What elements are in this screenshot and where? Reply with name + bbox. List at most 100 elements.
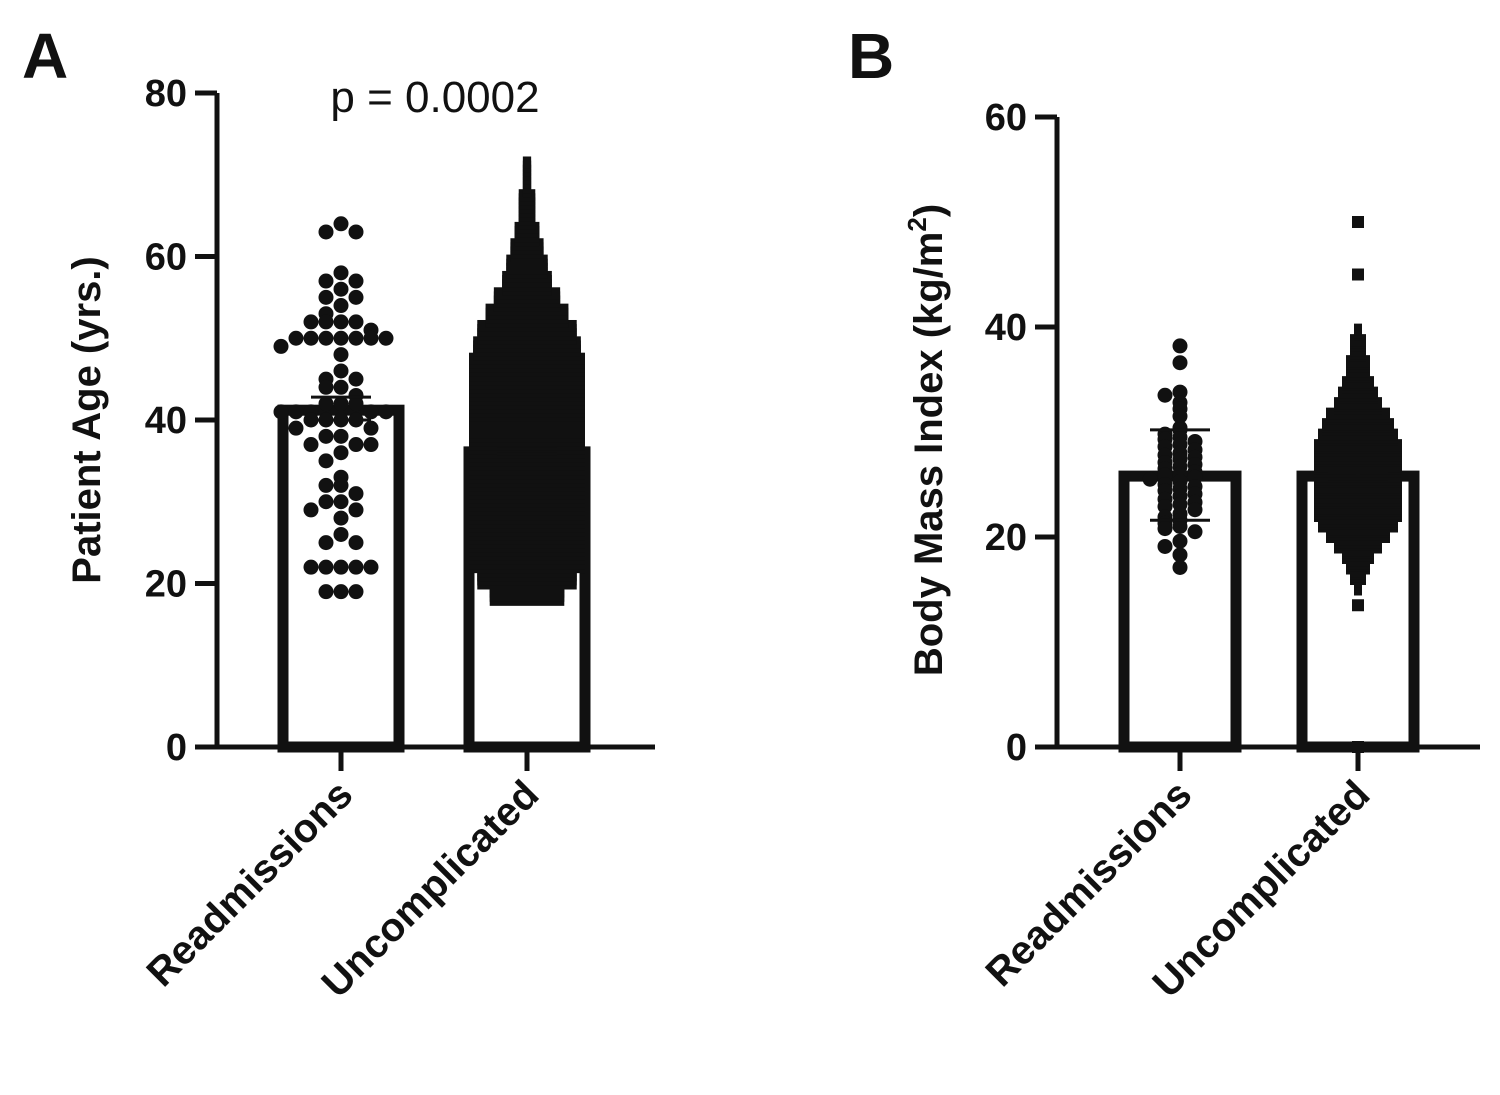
data-point — [303, 437, 319, 453]
data-point — [1352, 599, 1364, 612]
data-point — [318, 477, 334, 493]
data-point — [1157, 538, 1173, 554]
data-point — [333, 298, 349, 314]
data-point — [348, 437, 364, 453]
y-tick-label: 20 — [985, 517, 1027, 559]
data-point — [348, 273, 364, 289]
data-point — [318, 559, 334, 575]
data-point — [1157, 499, 1173, 515]
data-point — [318, 330, 334, 346]
data-point — [288, 330, 304, 346]
data-point — [318, 453, 334, 469]
y-tick-label: 40 — [145, 400, 187, 442]
data-point — [318, 494, 334, 510]
data-point — [273, 404, 289, 420]
data-point — [348, 502, 364, 518]
data-point-cluster — [1354, 323, 1362, 336]
data-point — [348, 396, 364, 412]
data-point — [1187, 524, 1203, 540]
data-point — [1172, 338, 1188, 354]
data-point — [1172, 355, 1188, 371]
data-point — [363, 420, 379, 436]
data-point — [363, 437, 379, 453]
data-point — [333, 314, 349, 330]
data-point — [1352, 216, 1364, 228]
data-point — [303, 502, 319, 518]
panel-label-b: B — [848, 20, 894, 92]
data-point — [318, 428, 334, 444]
data-point — [348, 584, 364, 600]
data-point — [318, 273, 334, 289]
y-tick-label: 20 — [145, 564, 187, 606]
data-point — [303, 559, 319, 575]
data-point — [333, 477, 349, 493]
data-point — [348, 535, 364, 551]
data-point — [1172, 408, 1188, 424]
data-point — [333, 265, 349, 281]
data-point — [1172, 519, 1188, 534]
data-point — [1142, 471, 1158, 487]
data-point — [273, 338, 289, 354]
data-point — [1172, 559, 1188, 575]
data-point — [303, 314, 319, 330]
data-point — [288, 420, 304, 436]
data-point — [333, 347, 349, 363]
data-point — [318, 314, 334, 330]
data-point — [348, 314, 364, 330]
data-point — [318, 584, 334, 600]
data-point — [348, 224, 364, 240]
data-point — [1352, 741, 1364, 753]
panel-label-a: A — [22, 20, 68, 92]
bar-readmissions — [277, 404, 405, 753]
data-point — [1157, 521, 1173, 537]
data-point — [348, 330, 364, 346]
data-point — [333, 526, 349, 542]
data-point — [1157, 387, 1173, 403]
data-point — [318, 396, 334, 412]
p-value-annotation: p = 0.0002 — [330, 73, 539, 122]
data-point — [333, 281, 349, 297]
data-point — [333, 379, 349, 395]
data-point — [348, 559, 364, 575]
data-point — [363, 330, 379, 346]
data-point — [363, 559, 379, 575]
data-point — [378, 330, 394, 346]
data-point — [348, 289, 364, 305]
data-point — [1352, 268, 1364, 281]
data-point — [333, 330, 349, 346]
data-point — [333, 363, 349, 379]
data-point — [1172, 533, 1188, 549]
y-tick-label: 0 — [1006, 727, 1027, 769]
data-point — [1187, 502, 1203, 518]
data-point — [348, 371, 364, 387]
data-point — [348, 486, 364, 502]
data-point — [333, 445, 349, 461]
y-tick-label: 40 — [985, 307, 1027, 349]
data-point — [318, 289, 334, 305]
y-tick-label: 0 — [166, 727, 187, 769]
y-axis-label-b: Body Mass Index (kg/m2) — [902, 204, 951, 676]
y-tick-label: 80 — [145, 73, 187, 115]
data-point — [318, 379, 334, 395]
y-tick-label: 60 — [985, 97, 1027, 139]
data-point — [288, 404, 304, 420]
data-point — [1172, 384, 1188, 400]
data-point — [318, 535, 334, 551]
data-point — [333, 584, 349, 600]
data-point — [333, 510, 349, 526]
data-point — [333, 428, 349, 444]
data-point — [363, 404, 379, 420]
y-tick-label: 60 — [145, 237, 187, 279]
data-point — [333, 216, 349, 232]
data-point — [333, 494, 349, 510]
data-point-cluster — [522, 156, 532, 169]
data-point — [378, 404, 394, 420]
data-point — [1172, 547, 1188, 563]
data-point — [303, 330, 319, 346]
data-point — [333, 559, 349, 575]
data-point — [318, 224, 334, 240]
y-axis-label-a: Patient Age (yrs.) — [65, 256, 109, 583]
